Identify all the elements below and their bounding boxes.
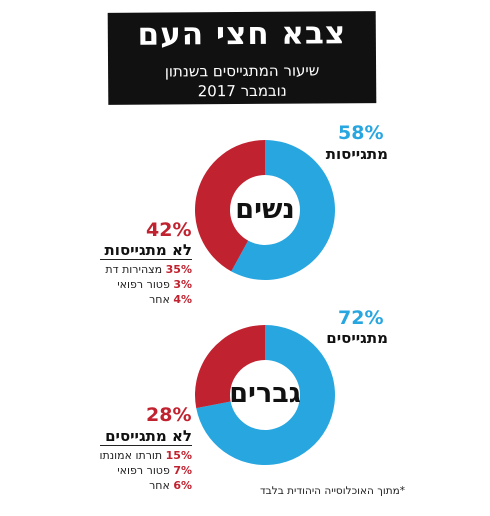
donut-men: [195, 325, 336, 465]
women-divider: [100, 259, 192, 260]
breakdown-label: אחר: [149, 479, 170, 492]
enlist-slice: [196, 325, 336, 465]
men-not-enlist-percent: 28%: [146, 404, 192, 426]
breakdown-row: 15% תורתו אמונתו: [12, 448, 192, 463]
breakdown-label: פטור רפואי: [117, 464, 170, 477]
enlist-slice: [231, 140, 336, 280]
footnote: *מתוך האוכלוסייה היהודית בלבד: [259, 485, 405, 497]
women-not-enlist-label: לא מתגייסות: [104, 241, 192, 259]
men-enlist-percent: 72%: [338, 307, 384, 329]
breakdown-row: 4% אחר: [12, 292, 192, 307]
men-divider: [100, 445, 192, 446]
men-donut-label: גברים: [229, 378, 301, 409]
men-not-enlist-label: לא מתגייסים: [105, 427, 192, 445]
breakdown-value: 6%: [173, 479, 192, 492]
breakdown-value: 3%: [173, 278, 192, 291]
not-enlist-slice: [195, 140, 265, 272]
women-donut-label: נשים: [235, 194, 295, 225]
breakdown-row: 6% אחר: [12, 478, 192, 493]
breakdown-value: 7%: [173, 464, 192, 477]
women-enlist-percent: 58%: [338, 122, 384, 144]
breakdown-value: 15%: [165, 449, 192, 462]
breakdown-value: 4%: [173, 293, 192, 306]
breakdown-row: 3% פטור רפואי: [12, 277, 192, 292]
women-breakdown: 35% מצהירות דת 3% פטור רפואי 4% אחר: [12, 262, 192, 307]
breakdown-row: 35% מצהירות דת: [12, 262, 192, 277]
breakdown-label: מצהירות דת: [105, 263, 163, 276]
women-not-enlist-percent: 42%: [146, 219, 192, 241]
women-enlist-label: מתגייסות: [325, 145, 388, 163]
breakdown-label: תורתו אמונתו: [99, 449, 163, 462]
breakdown-label: פטור רפואי: [117, 278, 170, 291]
breakdown-row: 7% פטור רפואי: [12, 463, 192, 478]
breakdown-value: 35%: [165, 263, 192, 276]
men-breakdown: 15% תורתו אמונתו 7% פטור רפואי 6% אחר: [12, 448, 192, 493]
men-enlist-label: מתגייסים: [326, 329, 388, 347]
not-enlist-slice: [195, 325, 265, 409]
donut-women: [195, 140, 336, 280]
breakdown-label: אחר: [149, 293, 170, 306]
